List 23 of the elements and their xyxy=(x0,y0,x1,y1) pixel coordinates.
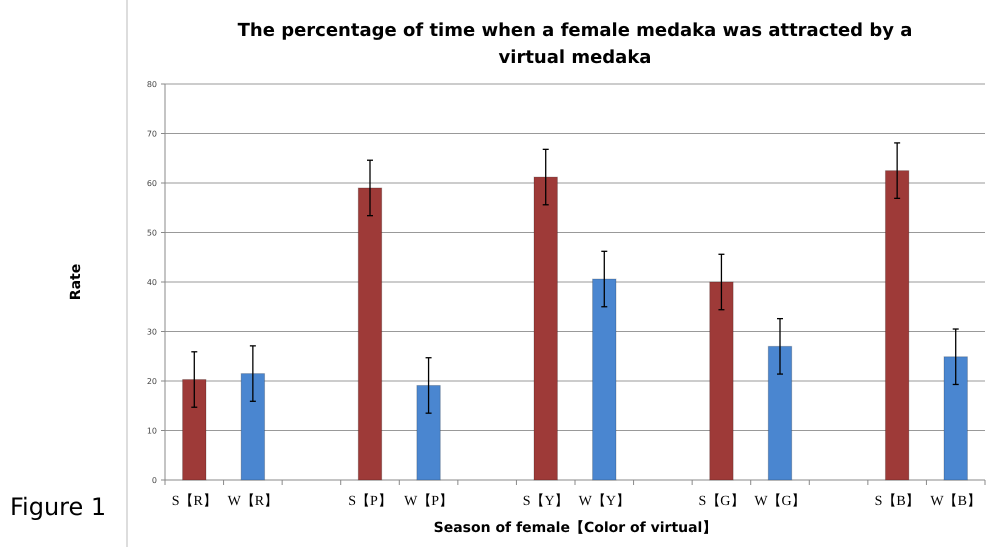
y-tick-label: 70 xyxy=(146,130,157,138)
x-tick-label: W【B】 xyxy=(930,493,981,509)
y-tick-label: 0 xyxy=(152,476,157,485)
y-tick-label: 50 xyxy=(146,228,157,238)
x-tick-label: W【G】 xyxy=(754,493,806,509)
caption: Figure 1 xyxy=(10,493,106,521)
x-tick-label: S【P】 xyxy=(348,493,392,509)
y-tick-label: 60 xyxy=(146,179,157,188)
y-tick-label: 30 xyxy=(146,328,157,336)
x-tick-label: W【R】 xyxy=(228,493,278,509)
x-axis-title: Season of female【Color of virtual】 xyxy=(434,520,716,536)
y-tick-label: 80 xyxy=(146,80,157,89)
chart-title: The percentage of time when a female medaka was attracted by a virtual medaka xyxy=(238,20,912,68)
x-tick-label: S【R】 xyxy=(172,493,217,509)
y-tick-label: 10 xyxy=(146,426,157,436)
y-tick-label: 40 xyxy=(146,278,157,287)
x-tick-label: S【G】 xyxy=(698,493,744,509)
x-tick-label: S【Y】 xyxy=(522,493,569,509)
y-axis-title: Rate xyxy=(68,264,84,300)
x-tick-label: W【Y】 xyxy=(578,493,630,509)
x-tick-label: S【B】 xyxy=(874,493,920,509)
x-tick-label: W【P】 xyxy=(404,493,454,509)
y-tick-label: 20 xyxy=(146,377,157,386)
